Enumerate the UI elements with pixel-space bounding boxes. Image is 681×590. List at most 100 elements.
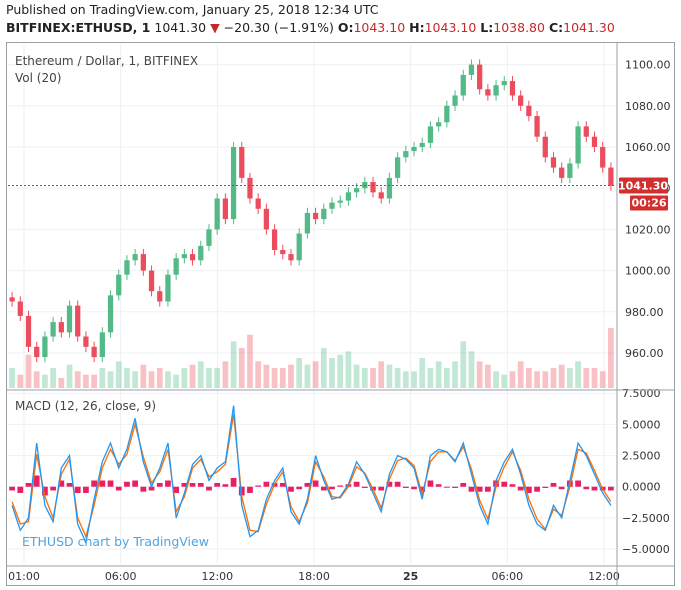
volume-bar [394,368,401,388]
macd-histogram-bar [148,486,155,491]
macd-histogram-bar [320,486,327,491]
macd-histogram-bar [509,484,516,487]
volume-bar [575,361,581,388]
symbol-label: BITFINEX:ETHUSD, 1 [6,20,151,35]
macd-tick-label: 7.5000 [622,387,661,400]
candle-body [280,249,286,255]
macd-histogram-bar [378,486,385,491]
macd-histogram-bar [255,485,262,487]
candle-body [66,305,73,333]
macd-tick-label: −5.0000 [622,543,670,556]
candle-body [198,245,204,261]
macd-histogram-bar [419,486,426,492]
candle-body [157,291,163,302]
candle-body [370,182,376,193]
candle-body [58,322,64,333]
candle-body [296,233,302,261]
open-value: 1043.10 [353,20,406,35]
macd-histogram-bar [394,481,401,487]
candle-body [583,126,589,137]
volume-bar [148,371,155,388]
close-value: 1041.30 [563,20,615,35]
macd-histogram-bar [460,482,467,487]
candle-body [353,188,360,193]
volume-bar [189,364,196,388]
macd-histogram-bar [124,481,130,487]
macd-histogram-bar [279,482,286,487]
price-tags: 1041.30 00:26 [618,177,668,211]
volume-bar [411,371,417,388]
candle-body [345,192,352,201]
candle-body [124,260,130,275]
volume-bars [9,328,614,388]
candle-body [493,85,499,96]
open-label: O: [337,20,354,35]
macd-plot [9,405,614,545]
candle-body [468,64,475,75]
macd-histogram-bar [206,486,212,491]
macd-histogram-bar [386,481,393,487]
candle-body [501,81,507,86]
candle-body [83,336,89,347]
volume-bar [115,361,122,388]
price-tick-label: 980.00 [625,306,664,319]
macd-histogram-bar [50,486,56,491]
macd-histogram-bar [156,482,163,487]
volume-bar [484,364,491,388]
macd-histogram-bar [575,480,581,487]
candle-body [485,89,491,96]
volume-bar [468,351,475,388]
axes: 960.00980.001000.001020.001040.001060.00… [8,59,670,583]
candle-body [222,198,228,220]
volume-bar [452,361,458,388]
macd-histogram-bar [42,486,48,496]
macd-histogram-bar [74,486,81,493]
volume-bar [197,361,204,388]
macd-histogram-bar [165,480,171,487]
time-tick-label: 01:00 [8,570,40,583]
volume-bar [99,368,106,388]
volume-bar [17,374,24,388]
published-caption: Published on TradingView.com, January 25… [6,2,379,17]
macd-histogram-bar [329,486,335,490]
volume-bar [345,351,352,388]
macd-histogram-bar [189,482,196,487]
volume-bar [378,361,385,388]
volume-bar [181,368,188,388]
candle-body [534,116,540,137]
candle-body [550,157,557,168]
high-value: 1043.10 [424,20,477,35]
macd-histogram-bar [91,480,97,487]
candle-body [436,122,442,127]
candle-body [386,177,393,199]
volume-bar [271,368,278,388]
volume-bar [33,371,40,388]
volume-bar [419,358,426,388]
volume-bar [476,361,483,388]
volume-bar [361,368,368,388]
volume-bar [599,371,606,388]
candle-body [99,332,105,358]
volume-bar [214,368,221,388]
macd-histogram-bar [542,486,549,488]
candle-body [559,167,565,178]
macd-histogram-bar [214,482,221,487]
macd-histogram-bar [443,486,450,488]
countdown-tag: 00:26 [631,197,666,210]
volume-bar [50,368,56,388]
candle-body [116,274,122,296]
volume-bar [222,361,229,388]
volume-bar [156,368,163,388]
time-tick-label: 06:00 [105,570,137,583]
volume-bar [427,368,434,388]
price-candles [8,59,615,363]
volume-bar [230,341,237,388]
candle-body [50,322,56,337]
macd-histogram-bar [33,475,40,487]
volume-bar [132,371,139,388]
macd-histogram-bar [222,484,229,487]
macd-histogram-bar [550,482,557,487]
candle-body [140,254,146,271]
volume-bar [304,364,311,388]
